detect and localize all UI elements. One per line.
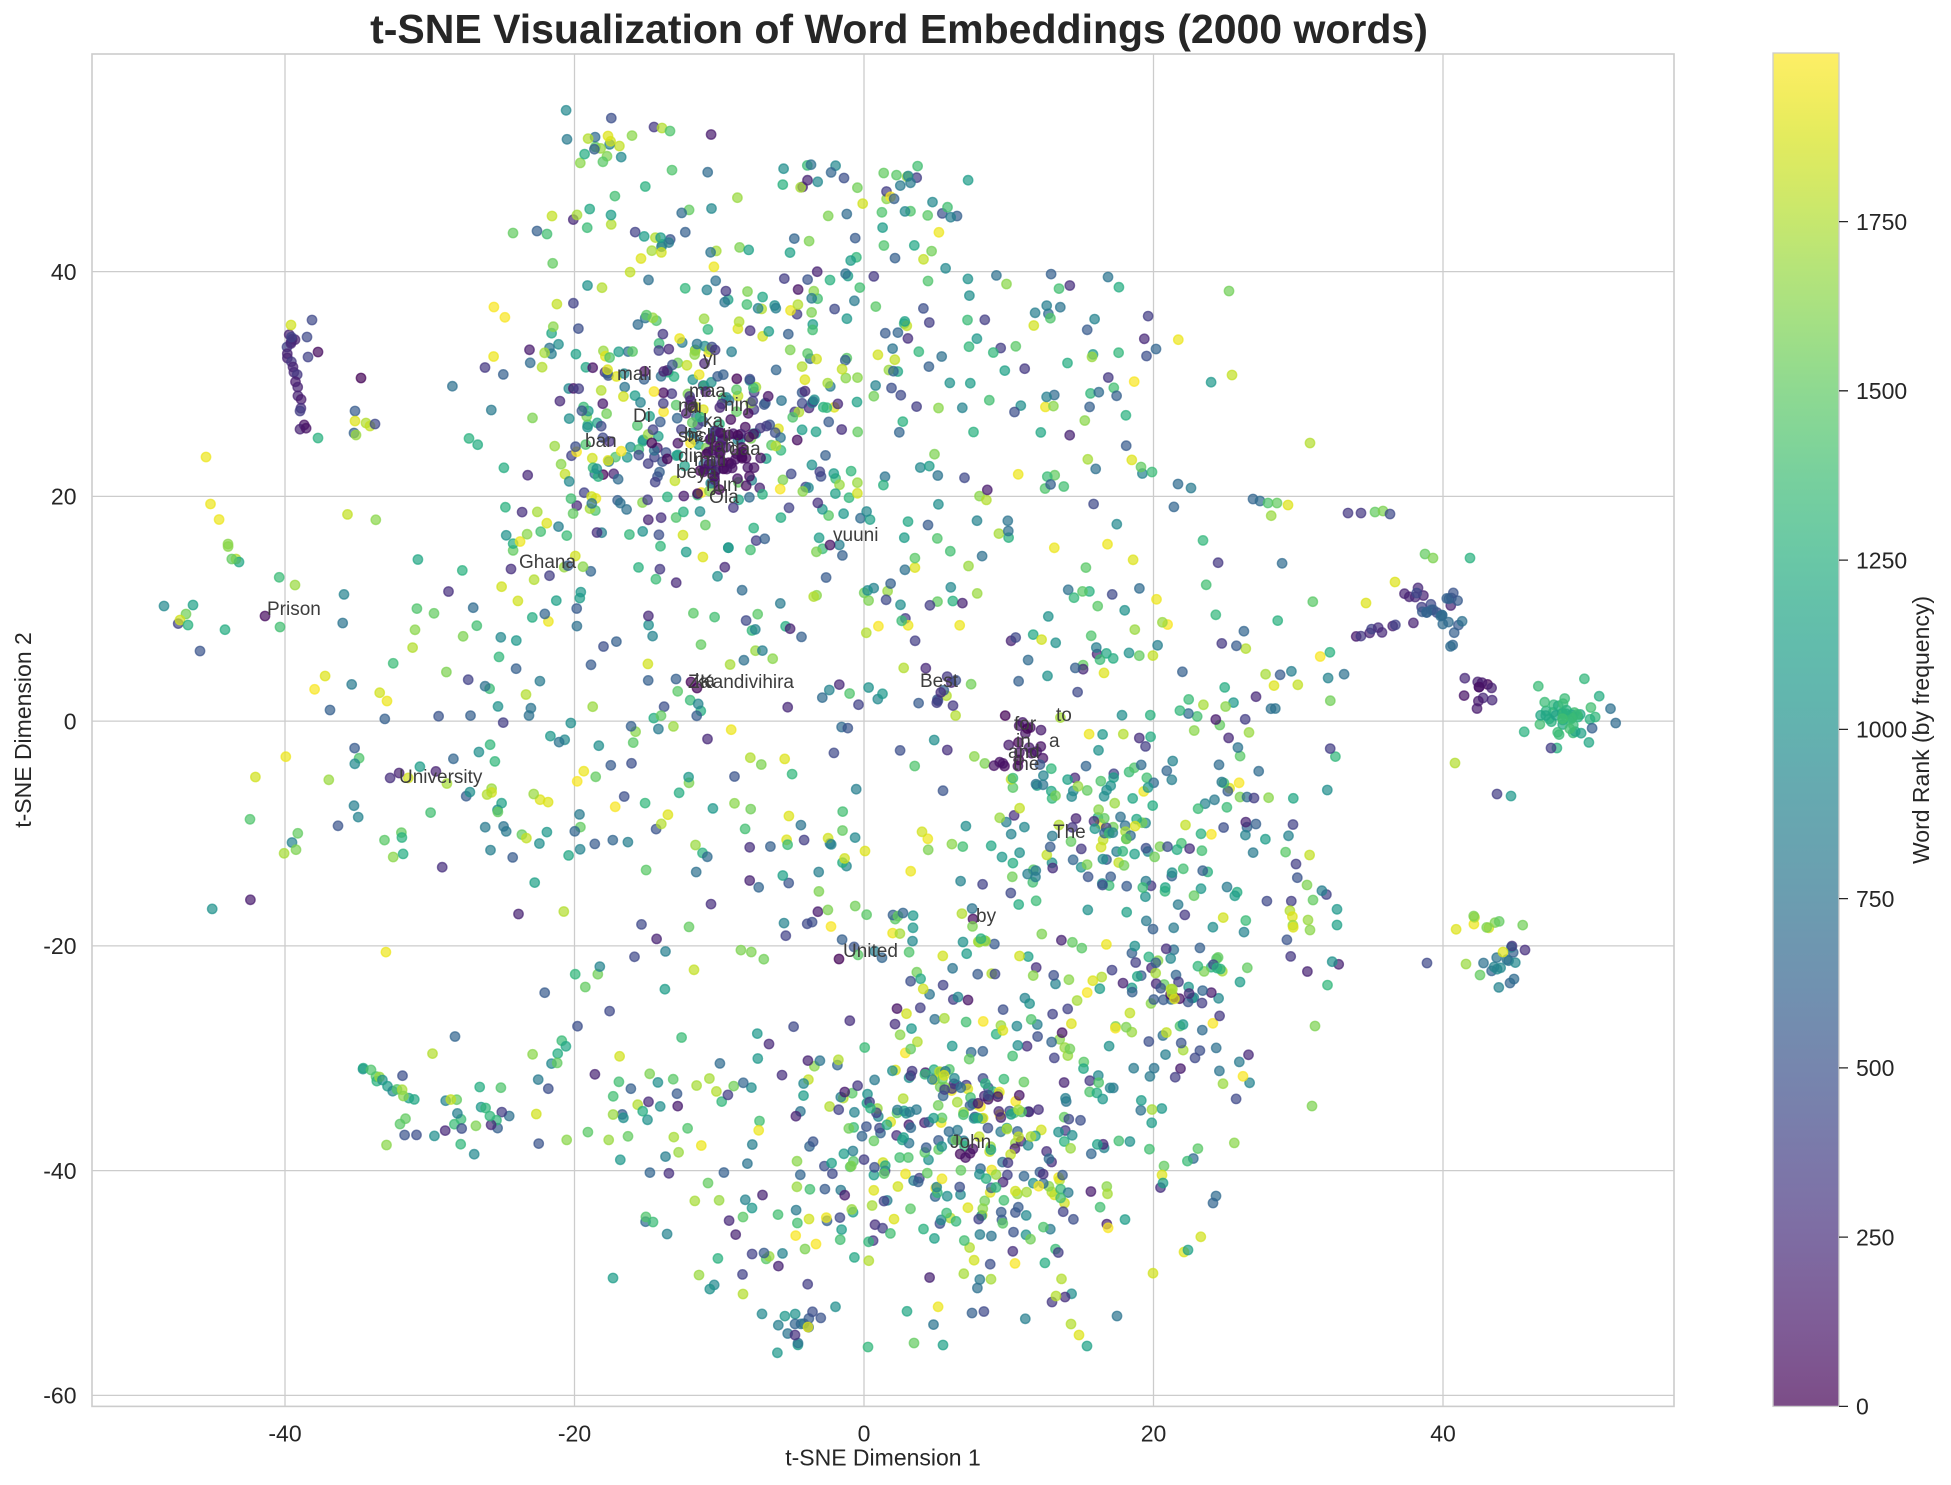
svg-text:bɛ: bɛ xyxy=(684,425,704,446)
svg-text:la: la xyxy=(724,487,739,508)
svg-text:0: 0 xyxy=(858,1421,871,1447)
svg-text:din: din xyxy=(678,446,703,467)
svg-text:the: the xyxy=(1013,754,1039,775)
svg-text:1250: 1250 xyxy=(1856,547,1907,573)
svg-text:t-SNE Dimension 2: t-SNE Dimension 2 xyxy=(10,632,36,828)
svg-text:ŋa: ŋa xyxy=(678,396,700,417)
svg-text:United: United xyxy=(843,941,898,962)
svg-text:500: 500 xyxy=(1856,1055,1894,1081)
svg-text:be: be xyxy=(676,462,697,483)
svg-text:750: 750 xyxy=(1856,886,1894,912)
svg-text:maa: maa xyxy=(689,381,726,402)
svg-text:a: a xyxy=(1049,731,1060,752)
svg-text:The: The xyxy=(1053,822,1086,843)
svg-text:250: 250 xyxy=(1856,1224,1894,1250)
svg-text:lahi: lahi xyxy=(710,436,740,457)
svg-text:vuuni: vuuni xyxy=(833,525,878,546)
svg-text:ya: ya xyxy=(697,463,718,484)
svg-text:in: in xyxy=(1016,731,1031,752)
svg-text:-20: -20 xyxy=(558,1421,591,1447)
svg-text:1750: 1750 xyxy=(1856,209,1907,235)
svg-text:mali: mali xyxy=(617,364,652,385)
svg-text:Za: Za xyxy=(688,672,711,693)
svg-text:1000: 1000 xyxy=(1856,717,1907,743)
svg-text:0: 0 xyxy=(64,708,77,734)
svg-text:ka: ka xyxy=(695,671,716,692)
svg-text:Kandivihira: Kandivihira xyxy=(700,672,794,693)
svg-text:Di: Di xyxy=(633,406,651,427)
svg-text:40: 40 xyxy=(51,259,77,285)
svg-text:niŋ: niŋ xyxy=(724,395,749,416)
svg-text:Word Rank (by frequency): Word Rank (by frequency) xyxy=(1908,596,1934,864)
svg-text:mi: mi xyxy=(694,450,714,471)
svg-text:20: 20 xyxy=(51,484,77,510)
svg-text:O: O xyxy=(709,487,724,508)
svg-text:by: by xyxy=(976,906,997,927)
svg-text:for: for xyxy=(1014,714,1037,735)
svg-text:Prison: Prison xyxy=(267,599,321,620)
svg-text:20: 20 xyxy=(1141,1421,1167,1447)
svg-text:-40: -40 xyxy=(268,1421,301,1447)
svg-text:0: 0 xyxy=(1856,1394,1869,1420)
svg-text:John: John xyxy=(950,1132,991,1153)
svg-text:nti: nti xyxy=(706,450,726,471)
svg-text:ka: ka xyxy=(703,411,724,432)
svg-text:t-SNE Visualization of Word Em: t-SNE Visualization of Word Embeddings (… xyxy=(370,6,1428,52)
svg-text:to: to xyxy=(1056,705,1072,726)
svg-text:ŋun: ŋun xyxy=(706,475,738,496)
svg-text:1500: 1500 xyxy=(1856,378,1907,404)
svg-text:-60: -60 xyxy=(43,1383,76,1409)
svg-text:daa: daa xyxy=(729,439,761,460)
svg-text:Ghana: Ghana xyxy=(519,552,576,573)
svg-text:University: University xyxy=(399,767,483,788)
svg-text:and: and xyxy=(1008,742,1040,763)
svg-text:Best: Best xyxy=(920,671,959,692)
svg-text:di: di xyxy=(687,397,702,418)
svg-text:-40: -40 xyxy=(43,1158,76,1184)
svg-text:ban: ban xyxy=(585,431,617,452)
svg-text:shɛli: shɛli xyxy=(678,426,715,447)
svg-text:t-SNE Dimension 1: t-SNE Dimension 1 xyxy=(785,1445,981,1471)
svg-text:40: 40 xyxy=(1430,1421,1456,1447)
svg-text:yi: yi xyxy=(703,349,717,370)
svg-text:-20: -20 xyxy=(43,933,76,959)
svg-text:ti: ti xyxy=(722,425,732,446)
